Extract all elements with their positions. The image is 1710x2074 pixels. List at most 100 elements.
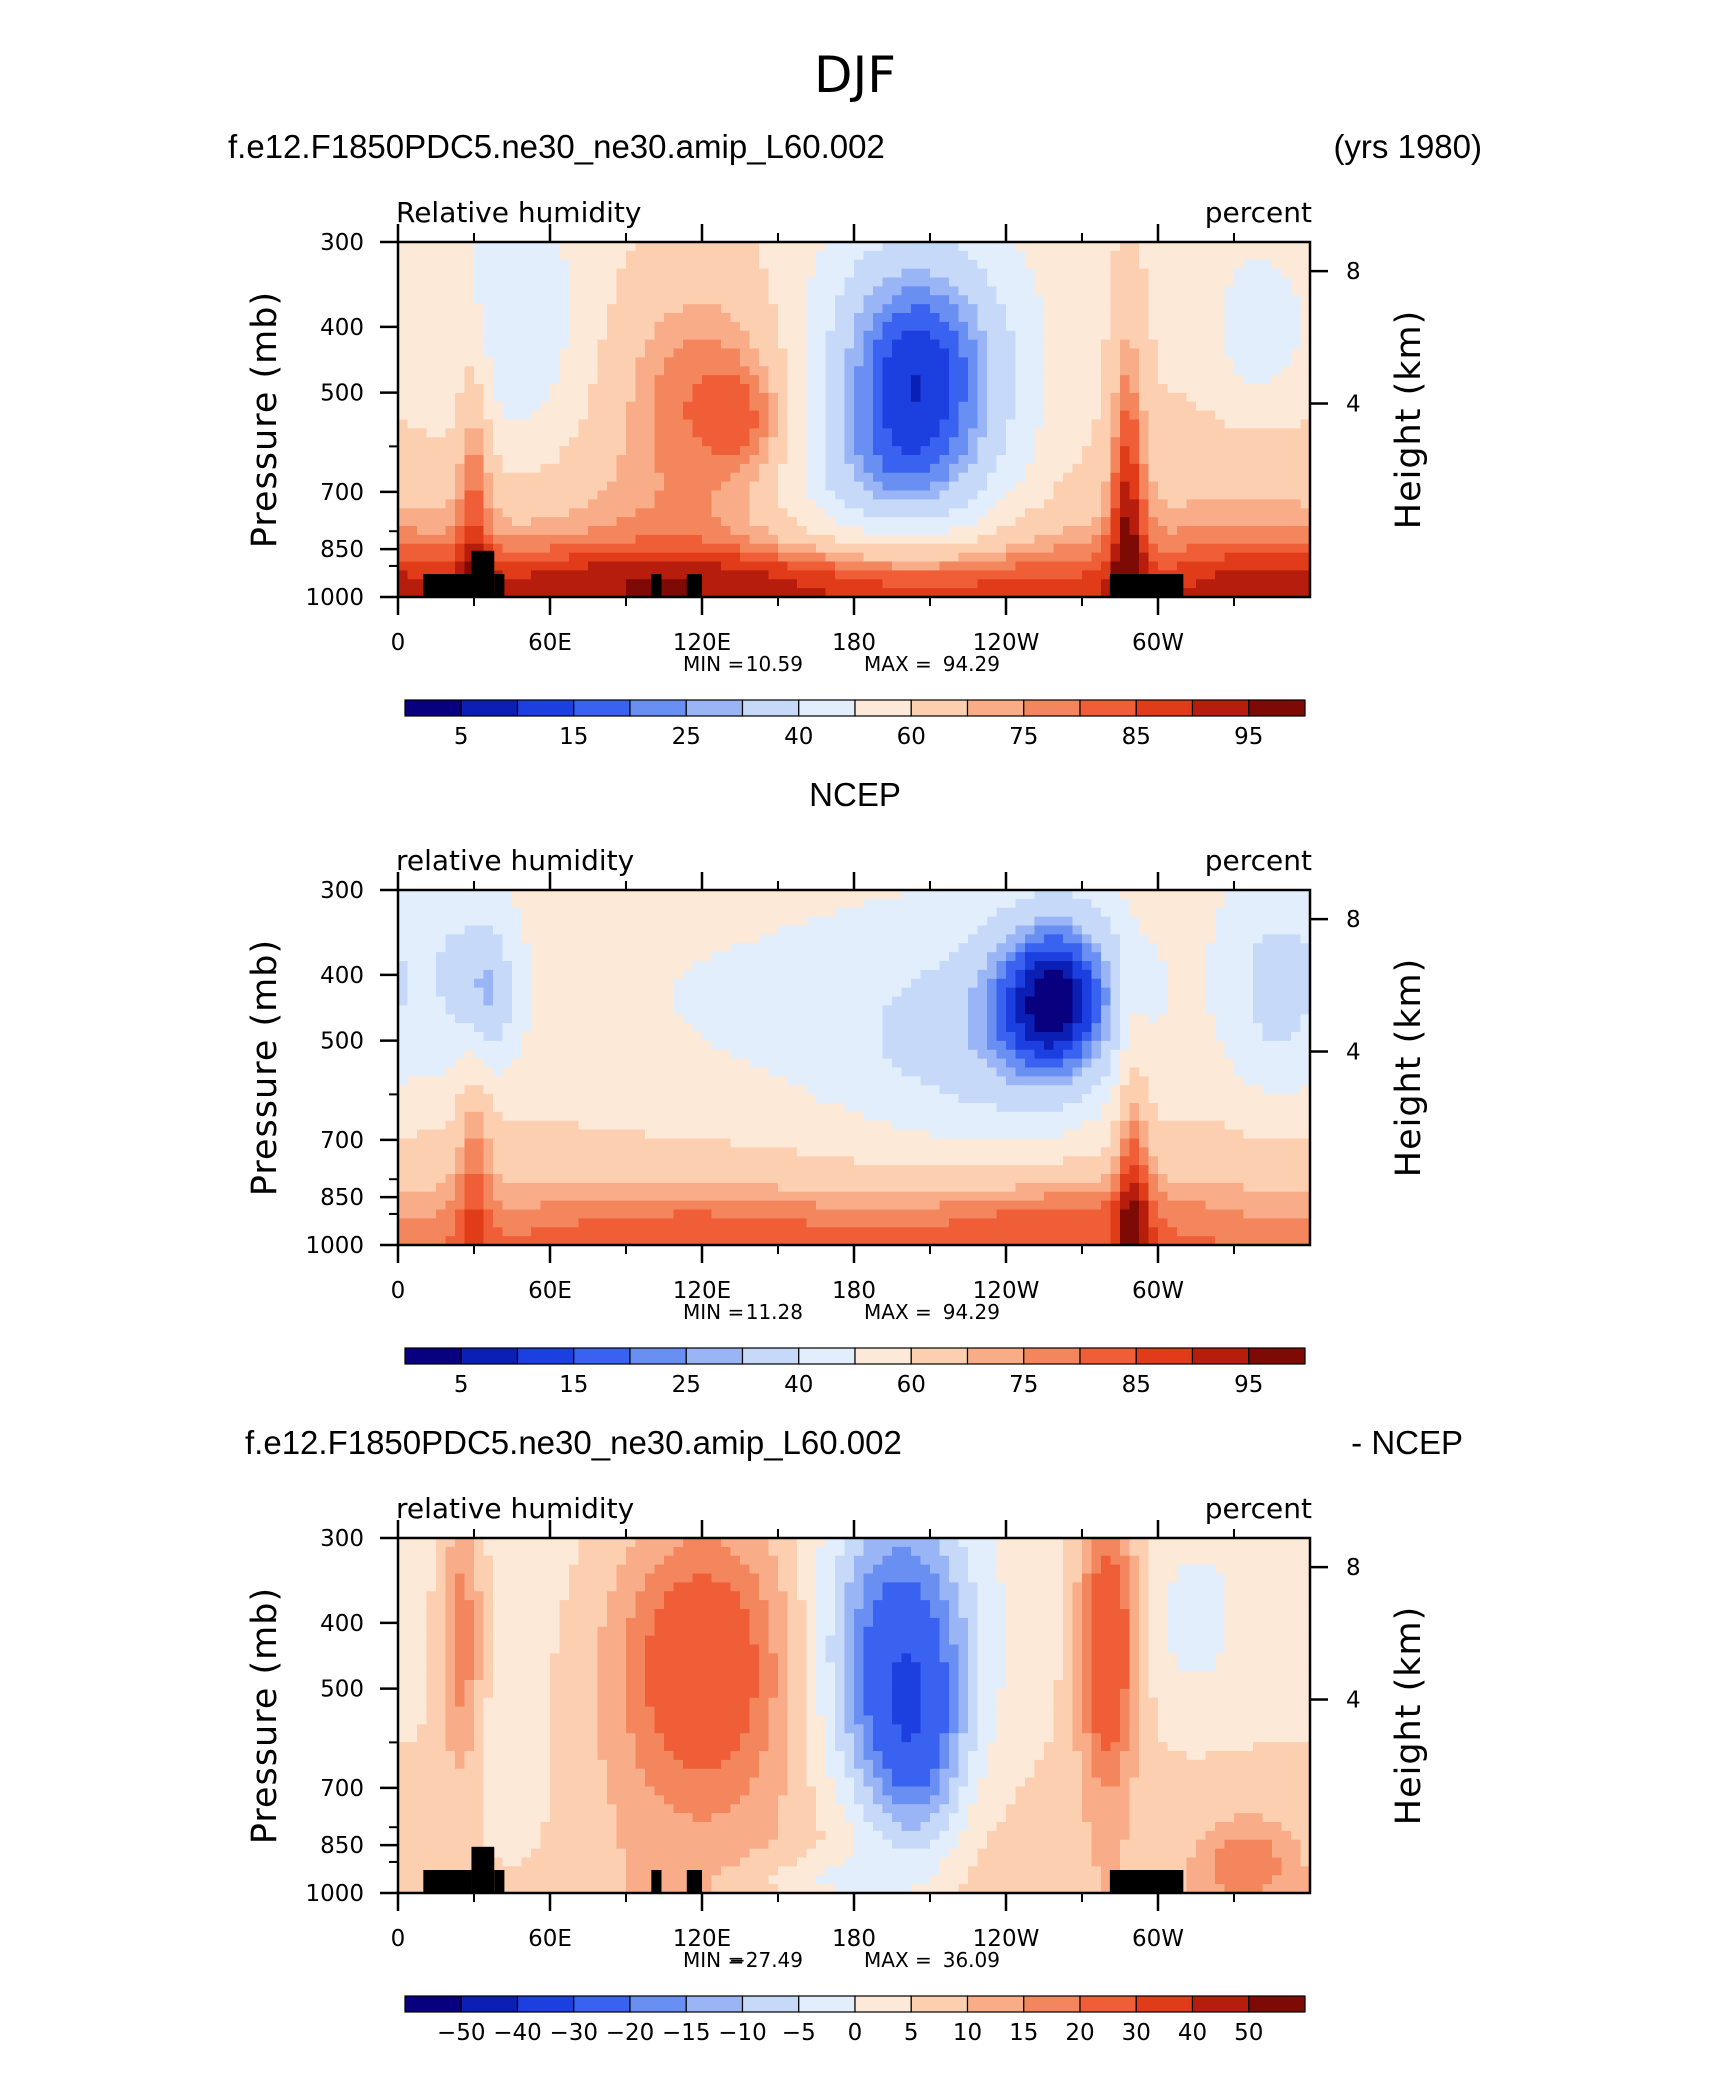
contour-cell (892, 437, 903, 447)
contour-cell (939, 366, 950, 376)
contour-cell (645, 348, 656, 358)
contour-cell (588, 286, 599, 296)
contour-cell (521, 419, 532, 429)
contour-cell (531, 357, 542, 367)
contour-cell (512, 481, 523, 492)
contour-cell (854, 534, 865, 545)
contour-cell (578, 242, 589, 252)
contour-cell (588, 943, 599, 953)
contour-cell (407, 463, 418, 474)
contour-cell (854, 508, 865, 518)
contour-cell (1253, 259, 1264, 270)
contour-cell (835, 534, 846, 545)
contour-cell (1234, 339, 1245, 350)
contour-cell (1215, 543, 1226, 554)
contour-cell (540, 366, 551, 376)
contour-cell (1253, 490, 1264, 500)
contour-cell (1129, 517, 1140, 527)
contour-cell (493, 1085, 504, 1095)
contour-cell (1091, 366, 1102, 376)
contour-cell (787, 543, 798, 554)
contour-cell (664, 499, 675, 509)
contour-cell (835, 313, 846, 323)
contour-cell (977, 277, 988, 287)
contour-cell (474, 384, 485, 394)
contour-cell (550, 384, 561, 394)
contour-cell (398, 1058, 409, 1069)
contour-cell (806, 534, 817, 545)
contour-cell (854, 401, 865, 412)
contour-cell (540, 552, 551, 563)
contour-cell (464, 250, 475, 261)
contour-cell (464, 401, 475, 412)
contour-cell (1072, 339, 1083, 350)
contour-cell (483, 410, 494, 421)
contour-cell (901, 242, 912, 252)
contour-cell (977, 561, 988, 571)
contour-cell (455, 437, 466, 447)
contour-cell (607, 428, 618, 438)
contour-cell (892, 366, 903, 376)
contour-cell (920, 481, 931, 492)
contour-cell (939, 392, 950, 403)
contour-cell (407, 534, 418, 545)
contour-cell (730, 446, 741, 456)
contour-cell (1215, 401, 1226, 412)
contour-cell (417, 1165, 428, 1175)
contour-cell (1196, 419, 1207, 429)
contour-cell (1272, 419, 1283, 429)
contour-cell (1253, 570, 1264, 580)
contour-cell (1148, 499, 1159, 509)
contour-cell (559, 1014, 570, 1024)
contour-cell (1129, 268, 1140, 279)
contour-cell (930, 366, 941, 376)
contour-cell (911, 321, 922, 332)
contour-cell (436, 978, 447, 989)
contour-cell (740, 330, 751, 341)
contour-cell (597, 961, 608, 971)
contour-cell (588, 1182, 599, 1193)
contour-cell (863, 357, 874, 367)
contour-cell (607, 1182, 618, 1193)
contour-cell (455, 1111, 466, 1122)
contour-cell (474, 1129, 485, 1140)
contour-cell (588, 499, 599, 509)
contour-cell (702, 392, 713, 403)
contour-cell (616, 987, 627, 998)
contour-cell (692, 277, 703, 287)
contour-cell (987, 268, 998, 279)
contour-cell (806, 579, 817, 589)
panel-title-right: (yrs 1980) (1333, 128, 1482, 165)
contour-cell (474, 330, 485, 341)
contour-cell (502, 925, 513, 935)
contour-cell (816, 419, 827, 429)
contour-cell (455, 925, 466, 935)
contour-cell (512, 934, 523, 944)
contour-cell (1243, 499, 1254, 509)
contour-cell (711, 472, 722, 483)
contour-cell (597, 375, 608, 385)
contour-cell (616, 1138, 627, 1148)
contour-cell (730, 366, 741, 376)
contour-cell (521, 1165, 532, 1175)
contour-cell (854, 366, 865, 376)
contour-cell (977, 463, 988, 474)
contour-cell (521, 1005, 532, 1015)
contour-cell (635, 925, 646, 935)
contour-cell (1091, 508, 1102, 518)
contour-cell (1082, 295, 1093, 305)
contour-cell (407, 392, 418, 403)
contour-cell (911, 410, 922, 421)
contour-cell (398, 526, 409, 536)
contour-cell (436, 1103, 447, 1113)
contour-cell (797, 366, 808, 376)
contour-cell (483, 1111, 494, 1122)
contour-cell (844, 446, 855, 456)
contour-cell (616, 250, 627, 261)
contour-cell (730, 508, 741, 518)
contour-cell (445, 1227, 456, 1237)
contour-cell (1167, 437, 1178, 447)
terrain-block (651, 574, 662, 597)
contour-cell (835, 526, 846, 536)
contour-cell (1186, 295, 1197, 305)
